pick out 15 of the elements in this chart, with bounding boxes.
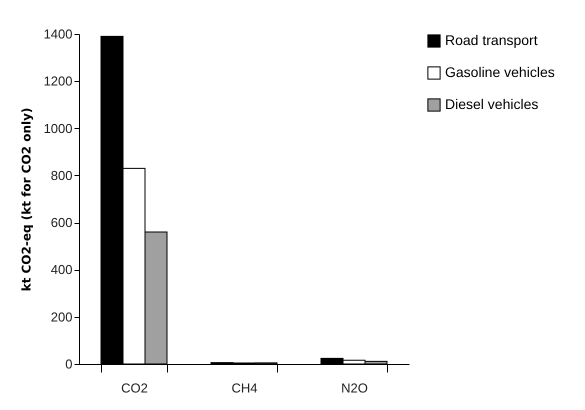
y-tick-label: 600 bbox=[50, 215, 72, 230]
y-tick-label: 800 bbox=[50, 168, 72, 183]
y-axis-title: kt CO2-eq (kt for CO2 only) bbox=[20, 108, 34, 292]
x-tick-label: CH4 bbox=[231, 380, 258, 396]
y-tick-label: 0 bbox=[65, 356, 72, 372]
y-tick-label: 1000 bbox=[44, 120, 72, 136]
legend-label: Gasoline vehicles bbox=[445, 64, 555, 80]
legend-label: Diesel vehicles bbox=[445, 96, 538, 112]
y-tick-label: 200 bbox=[50, 309, 72, 324]
y-tick-label: 1400 bbox=[44, 26, 72, 42]
y-tick-label: 1200 bbox=[44, 74, 72, 89]
y-tick-label: 400 bbox=[50, 262, 72, 278]
legend-label: Road transport bbox=[445, 32, 538, 48]
x-tick-label: N2O bbox=[341, 380, 368, 396]
x-tick-label: CO2 bbox=[121, 380, 148, 396]
